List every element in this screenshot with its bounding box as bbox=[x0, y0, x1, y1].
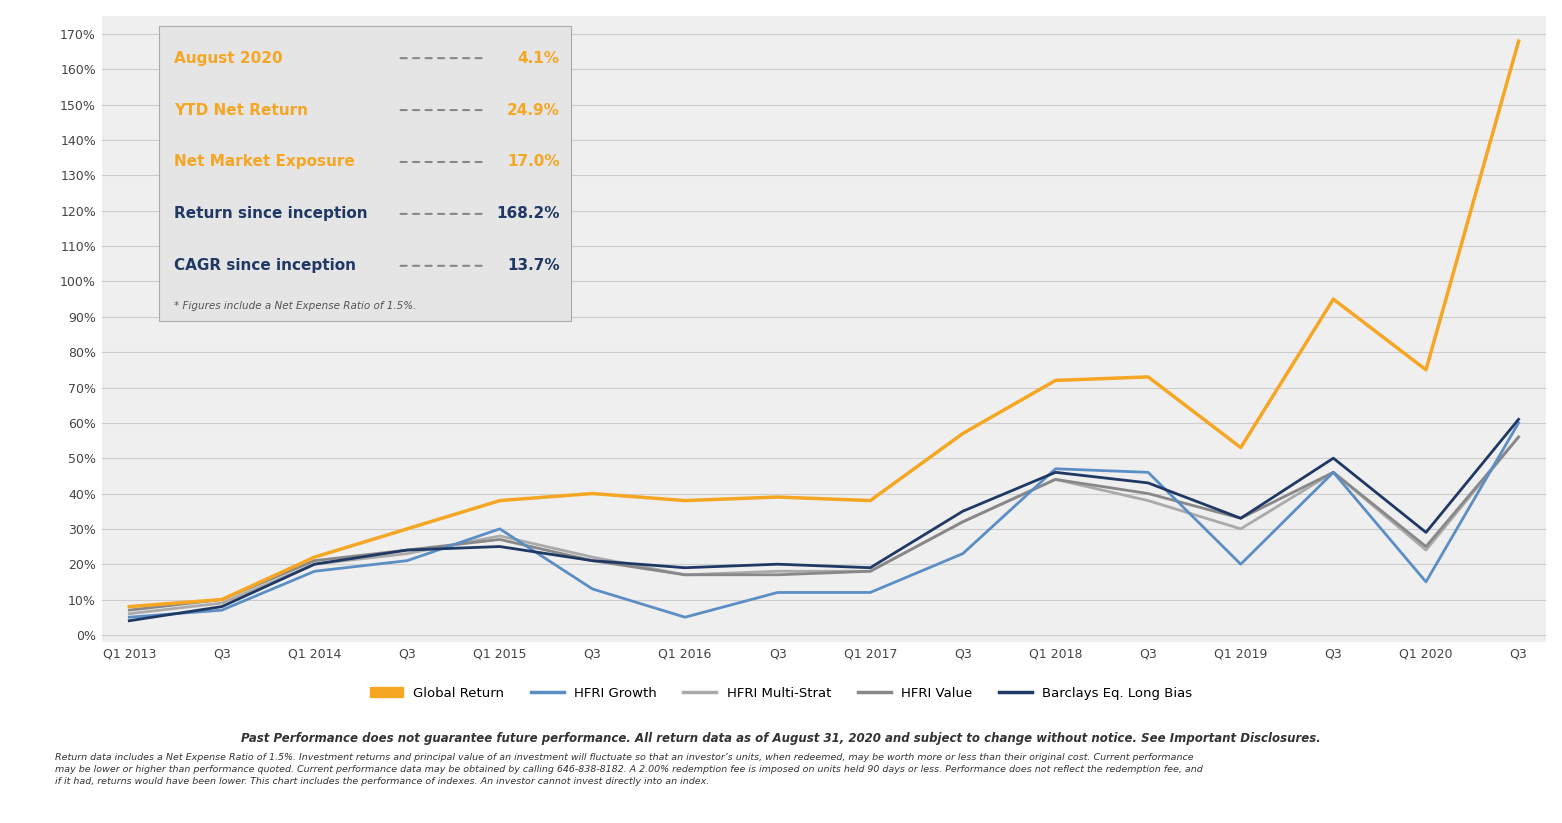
Text: 17.0%: 17.0% bbox=[508, 155, 559, 170]
Text: Net Market Exposure: Net Market Exposure bbox=[173, 155, 355, 170]
Text: 168.2%: 168.2% bbox=[497, 207, 559, 221]
Text: * Figures include a Net Expense Ratio of 1.5%.: * Figures include a Net Expense Ratio of… bbox=[173, 300, 415, 310]
Text: Return data includes a Net Expense Ratio of 1.5%. Investment returns and princip: Return data includes a Net Expense Ratio… bbox=[55, 753, 1203, 786]
Text: 24.9%: 24.9% bbox=[506, 103, 559, 118]
Legend: Global Return, HFRI Growth, HFRI Multi-Strat, HFRI Value, Barclays Eq. Long Bias: Global Return, HFRI Growth, HFRI Multi-S… bbox=[364, 681, 1198, 705]
FancyBboxPatch shape bbox=[159, 26, 572, 321]
Text: 4.1%: 4.1% bbox=[517, 51, 559, 66]
Text: Return since inception: Return since inception bbox=[173, 207, 367, 221]
Text: YTD Net Return: YTD Net Return bbox=[173, 103, 308, 118]
Text: 13.7%: 13.7% bbox=[508, 258, 559, 273]
Text: Past Performance does not guarantee future performance. All return data as of Au: Past Performance does not guarantee futu… bbox=[241, 732, 1321, 746]
Text: August 2020: August 2020 bbox=[173, 51, 283, 66]
Text: CAGR since inception: CAGR since inception bbox=[173, 258, 356, 273]
